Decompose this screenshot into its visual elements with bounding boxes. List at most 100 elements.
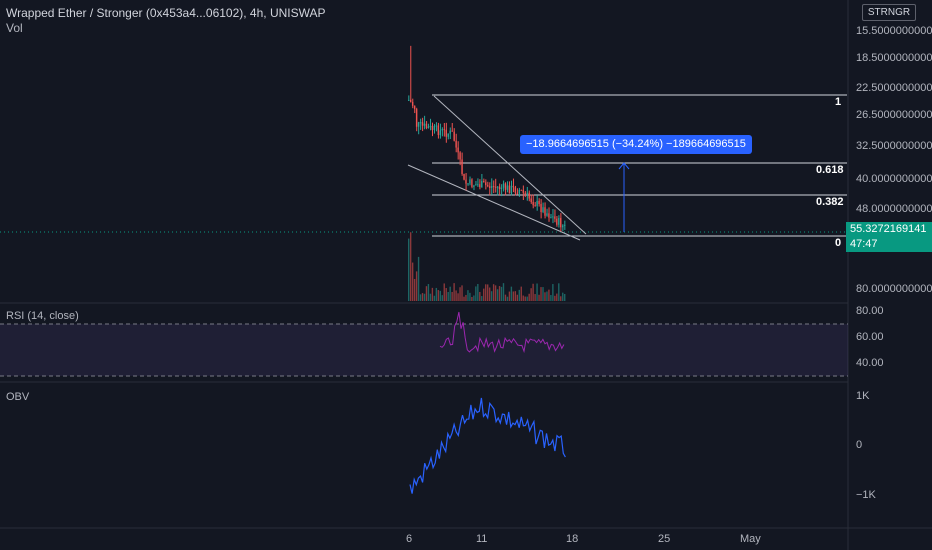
candle-body	[514, 187, 517, 193]
candle-body	[528, 192, 530, 199]
volume-bar	[502, 283, 505, 301]
candle-body	[435, 125, 438, 127]
volume-bar	[431, 287, 434, 301]
volume-bar	[449, 286, 451, 301]
volume-bar	[415, 271, 418, 301]
candle-body	[542, 207, 544, 213]
fib-label-0: 0	[835, 237, 842, 249]
volume-bar	[510, 286, 513, 301]
volume-bar	[516, 294, 519, 301]
volume-bar	[411, 262, 414, 301]
ticker-badge[interactable]: STRNGR	[862, 4, 916, 21]
volume-bar	[443, 283, 445, 301]
volume-bar	[425, 286, 428, 301]
volume-bar	[558, 283, 560, 301]
candle-body	[455, 140, 457, 148]
candle-body	[536, 200, 538, 207]
volume-bar	[492, 284, 495, 301]
volume-bar	[427, 284, 430, 301]
volume-bar	[481, 296, 483, 301]
time-axis-label: 25	[658, 533, 671, 545]
candle-body	[492, 186, 495, 188]
price-axis-label: 26.5000000000	[856, 109, 932, 121]
volume-bar	[520, 286, 522, 301]
candle-body	[512, 185, 515, 188]
bar-countdown: 47:47	[850, 238, 878, 250]
candle-body	[504, 183, 507, 190]
volume-bar	[556, 293, 558, 301]
upper-trendline[interactable]	[433, 95, 587, 235]
candle-body	[552, 216, 554, 218]
candle-body	[429, 125, 432, 127]
volume-bar	[447, 291, 449, 301]
chart-title: Wrapped Ether / Stronger (0x453a4...0610…	[6, 6, 326, 20]
volume-bar	[530, 288, 532, 301]
candle-body	[465, 179, 467, 184]
volume-bar	[459, 287, 461, 301]
rsi-axis-label: 60.00	[856, 331, 884, 343]
volume-bar	[463, 296, 465, 301]
volume-bar	[522, 295, 524, 301]
candlestick-series	[408, 45, 566, 232]
candle-body	[520, 189, 522, 191]
candle-body	[447, 133, 449, 137]
volume-bar	[540, 287, 542, 301]
candle-body	[540, 204, 542, 213]
candle-body	[522, 189, 524, 193]
candle-body	[421, 122, 424, 126]
candle-body	[409, 99, 412, 102]
candle-body	[461, 159, 463, 174]
candle-body	[554, 216, 556, 219]
candle-body	[524, 192, 526, 194]
volume-bar	[496, 289, 499, 301]
volume-bar	[467, 290, 469, 301]
fib-label-1: 1	[835, 96, 842, 108]
candle-body	[550, 217, 552, 219]
lower-trendline[interactable]	[407, 164, 581, 241]
candle-body	[453, 131, 455, 141]
candle-body	[477, 184, 479, 186]
candle-body	[526, 192, 528, 194]
volume-bar	[409, 232, 412, 301]
candle-body	[408, 99, 410, 101]
measure-arrowhead	[618, 162, 630, 170]
candle-body	[483, 181, 485, 183]
volume-bar	[441, 295, 443, 301]
volume-bar	[564, 293, 566, 301]
volume-bar	[532, 283, 534, 301]
volume-bar	[524, 296, 526, 301]
volume-bar	[490, 291, 493, 301]
volume-bar	[423, 293, 426, 301]
candle-body	[425, 123, 428, 128]
candle-body	[443, 129, 445, 131]
candle-body	[490, 186, 493, 188]
candle-body	[556, 218, 558, 225]
fib-label-0382: 0.382	[816, 196, 844, 208]
volume-bar	[562, 292, 564, 301]
volume-bar	[542, 287, 544, 301]
volume-bar	[433, 295, 436, 301]
volume-bar	[455, 290, 457, 301]
volume-bar	[445, 288, 447, 301]
volume-bar	[536, 283, 538, 301]
obv-axis-label: 1K	[856, 390, 870, 402]
rsi-axis-label: 40.00	[856, 357, 884, 369]
candle-body	[441, 129, 443, 131]
candle-body	[475, 184, 477, 186]
candle-body	[510, 185, 513, 194]
volume-bar	[550, 295, 552, 301]
candle-body	[485, 182, 487, 186]
measure-label[interactable]: −18.9664696515 (−34.24%) −189664696515	[520, 135, 752, 154]
candle-body	[471, 179, 473, 187]
time-axis-label: 6	[406, 533, 413, 545]
volume-bar	[508, 291, 511, 301]
candle-body	[433, 125, 436, 131]
time-axis-label: May	[740, 533, 761, 545]
obv-axis-label: −1K	[856, 489, 876, 501]
volume-bar	[504, 294, 507, 301]
volume-bar	[494, 285, 497, 301]
volume-bar	[477, 283, 479, 301]
volume-bar	[453, 283, 455, 301]
volume-bar	[498, 286, 501, 301]
